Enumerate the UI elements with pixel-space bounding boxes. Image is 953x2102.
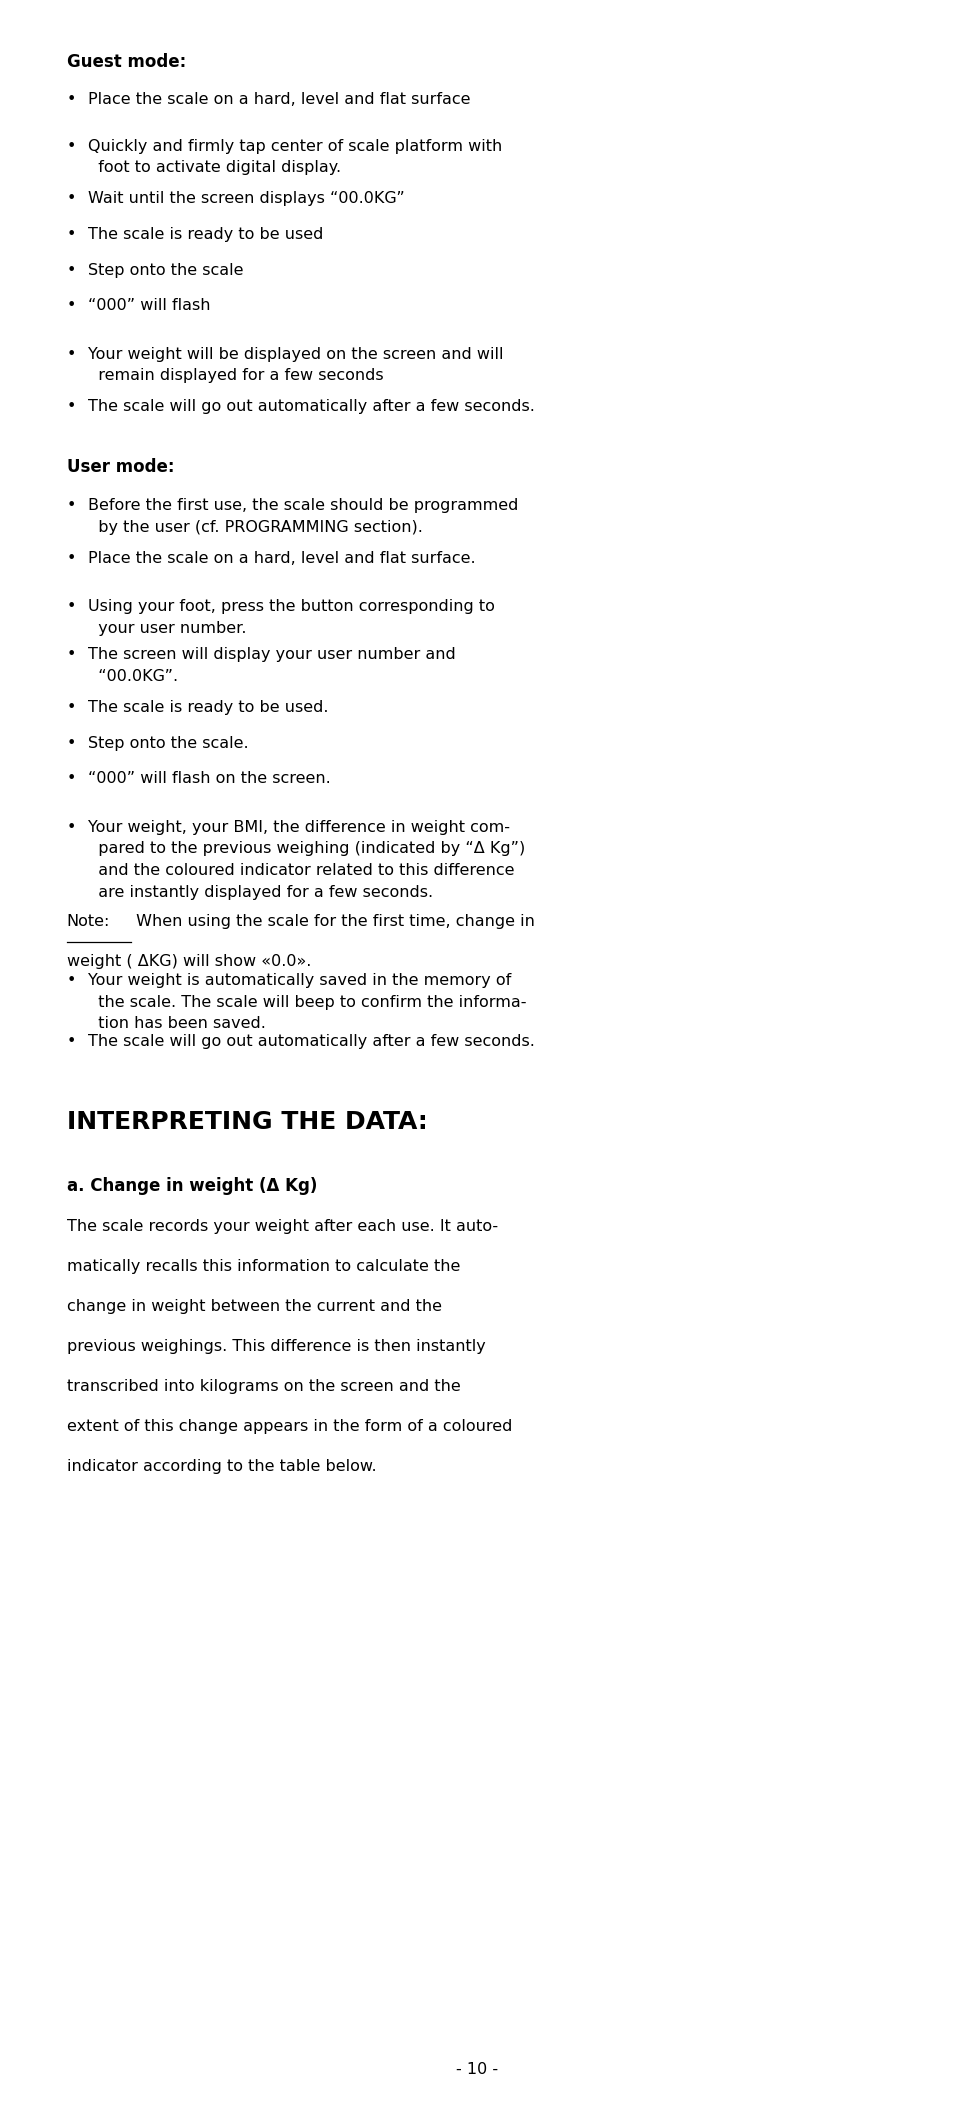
Text: extent of this change appears in the form of a coloured: extent of this change appears in the for… xyxy=(67,1419,512,1434)
Text: - 10 -: - 10 - xyxy=(456,2062,497,2077)
Text: When using the scale for the first time, change in: When using the scale for the first time,… xyxy=(131,914,534,929)
Text: Step onto the scale: Step onto the scale xyxy=(88,263,243,277)
Text: change in weight between the current and the: change in weight between the current and… xyxy=(67,1299,441,1314)
Text: Wait until the screen displays “00.0KG”: Wait until the screen displays “00.0KG” xyxy=(88,191,404,206)
Text: •: • xyxy=(67,298,76,313)
Text: Place the scale on a hard, level and flat surface: Place the scale on a hard, level and fla… xyxy=(88,92,470,107)
Text: The scale will go out automatically after a few seconds.: The scale will go out automatically afte… xyxy=(88,1034,534,1049)
Text: The scale will go out automatically after a few seconds.: The scale will go out automatically afte… xyxy=(88,399,534,414)
Text: Your weight will be displayed on the screen and will
  remain displayed for a fe: Your weight will be displayed on the scr… xyxy=(88,347,503,383)
Text: Before the first use, the scale should be programmed
  by the user (cf. PROGRAMM: Before the first use, the scale should b… xyxy=(88,498,517,534)
Text: •: • xyxy=(67,92,76,107)
Text: •: • xyxy=(67,191,76,206)
Text: Quickly and firmly tap center of scale platform with
  foot to activate digital : Quickly and firmly tap center of scale p… xyxy=(88,139,501,174)
Text: Step onto the scale.: Step onto the scale. xyxy=(88,736,248,750)
Text: Your weight, your BMI, the difference in weight com-
  pared to the previous wei: Your weight, your BMI, the difference in… xyxy=(88,820,524,900)
Text: transcribed into kilograms on the screen and the: transcribed into kilograms on the screen… xyxy=(67,1379,460,1394)
Text: •: • xyxy=(67,736,76,750)
Text: •: • xyxy=(67,973,76,988)
Text: •: • xyxy=(67,227,76,242)
Text: The scale is ready to be used.: The scale is ready to be used. xyxy=(88,700,328,715)
Text: The screen will display your user number and
  “00.0KG”.: The screen will display your user number… xyxy=(88,647,455,683)
Text: “000” will flash: “000” will flash xyxy=(88,298,210,313)
Text: previous weighings. This difference is then instantly: previous weighings. This difference is t… xyxy=(67,1339,485,1354)
Text: •: • xyxy=(67,263,76,277)
Text: •: • xyxy=(67,551,76,565)
Text: INTERPRETING THE DATA:: INTERPRETING THE DATA: xyxy=(67,1110,427,1133)
Text: •: • xyxy=(67,498,76,513)
Text: weight ( ΔKG) will show «0.0».: weight ( ΔKG) will show «0.0». xyxy=(67,954,311,969)
Text: matically recalls this information to calculate the: matically recalls this information to ca… xyxy=(67,1259,459,1274)
Text: •: • xyxy=(67,820,76,834)
Text: •: • xyxy=(67,139,76,153)
Text: The scale records your weight after each use. It auto-: The scale records your weight after each… xyxy=(67,1219,497,1234)
Text: User mode:: User mode: xyxy=(67,458,174,477)
Text: •: • xyxy=(67,599,76,614)
Text: •: • xyxy=(67,771,76,786)
Text: •: • xyxy=(67,399,76,414)
Text: Place the scale on a hard, level and flat surface.: Place the scale on a hard, level and fla… xyxy=(88,551,475,565)
Text: “000” will flash on the screen.: “000” will flash on the screen. xyxy=(88,771,330,786)
Text: Guest mode:: Guest mode: xyxy=(67,53,186,71)
Text: Your weight is automatically saved in the memory of
  the scale. The scale will : Your weight is automatically saved in th… xyxy=(88,973,526,1032)
Text: •: • xyxy=(67,1034,76,1049)
Text: indicator according to the table below.: indicator according to the table below. xyxy=(67,1459,376,1474)
Text: Note:: Note: xyxy=(67,914,110,929)
Text: The scale is ready to be used: The scale is ready to be used xyxy=(88,227,323,242)
Text: •: • xyxy=(67,347,76,362)
Text: Using your foot, press the button corresponding to
  your user number.: Using your foot, press the button corres… xyxy=(88,599,494,635)
Text: •: • xyxy=(67,700,76,715)
Text: a. Change in weight (Δ Kg): a. Change in weight (Δ Kg) xyxy=(67,1177,316,1196)
Text: •: • xyxy=(67,647,76,662)
